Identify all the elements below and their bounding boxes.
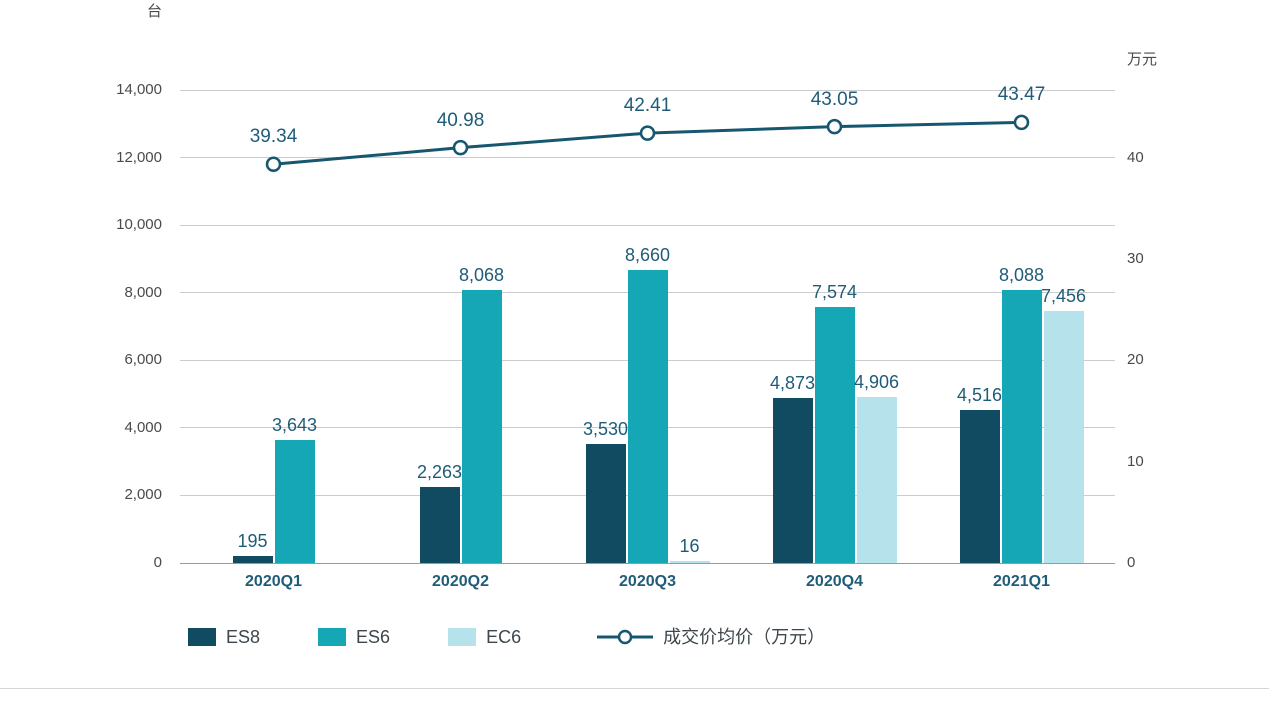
bar-ec6-2020Q3 — [669, 561, 710, 563]
legend-item-ec6: EC6 — [448, 627, 521, 647]
bar-value-label: 16 — [679, 536, 700, 556]
x-axis-label-2020Q4: 2020Q4 — [806, 573, 863, 590]
bar-es6-2020Q3 — [627, 270, 668, 563]
line-value-label: 43.47 — [997, 84, 1046, 106]
y-axis-tick-label-left: 4,000 — [124, 418, 162, 436]
bar-es8-2021Q1 — [959, 410, 1000, 563]
bar-value-label: 8,068 — [458, 265, 505, 286]
line-value-label: 42.41 — [623, 95, 672, 117]
bar-es8-2020Q2 — [419, 486, 460, 563]
bar-value-label: 3,530 — [582, 418, 629, 439]
y-axis-tick-label-left: 2,000 — [124, 486, 162, 504]
bar-value-label: 8,660 — [624, 245, 671, 266]
x-axis-label-2020Q3: 2020Q3 — [619, 573, 676, 590]
bar-value-label: 2,263 — [416, 461, 463, 482]
legend-swatch-es8 — [188, 628, 216, 646]
bar-value-label: 8,088 — [998, 264, 1045, 285]
bar-ec6-2020Q4 — [856, 397, 897, 563]
bar-es8-2020Q1 — [232, 556, 273, 563]
legend-label: ES8 — [226, 627, 261, 647]
y-axis-tick-label-left: 8,000 — [124, 283, 162, 301]
y-axis-tick-label-left: 6,000 — [124, 351, 162, 369]
x-axis-label-2020Q1: 2020Q1 — [245, 573, 302, 590]
bar-value-label: 4,906 — [853, 372, 900, 393]
bar-ec6-2021Q1 — [1043, 311, 1084, 563]
legend-item-avg-price: 成交价均价（万元） — [597, 627, 825, 647]
y-axis-tick-label-left: 14,000 — [116, 81, 162, 98]
bottom-divider — [0, 688, 1269, 689]
line-value-label: 40.98 — [436, 109, 485, 131]
bar-value-label: 7,456 — [1040, 286, 1087, 307]
gridline — [180, 89, 1115, 91]
y-axis-tick-label-right: 0 — [1127, 554, 1136, 571]
bar-value-label: 7,574 — [811, 282, 858, 303]
line-value-label: 43.05 — [810, 88, 859, 110]
legend-swatch-es6 — [318, 628, 347, 646]
bar-es8-2020Q3 — [585, 443, 626, 563]
y-axis-tick-label-left: 0 — [153, 554, 162, 571]
legend-label: ES6 — [356, 627, 391, 647]
gridline — [180, 157, 1115, 159]
bar-es6-2020Q4 — [814, 307, 855, 563]
legend-item-es6: ES6 — [318, 627, 390, 647]
x-axis-line — [180, 562, 1115, 564]
y-axis-tick-label-left: 10,000 — [116, 216, 162, 234]
y-axis-tick-label-right: 30 — [1127, 249, 1144, 267]
line-marker — [639, 125, 656, 141]
y-axis-tick-label-right: 40 — [1127, 148, 1144, 166]
line-marker — [1013, 114, 1030, 131]
legend-label: EC6 — [486, 627, 522, 647]
y-axis-tick-label-left: 12,000 — [116, 148, 162, 166]
line-marker — [452, 139, 469, 156]
legend-label: 成交价均价（万元） — [663, 627, 826, 647]
chart-legend: ES8 ES6 EC6 成交价均价（万元） — [188, 627, 825, 647]
bar-value-label: 4,516 — [956, 385, 1003, 406]
y-axis-tick-label-right: 20 — [1127, 351, 1144, 369]
left-axis-unit-label: 台 — [146, 3, 162, 20]
legend-line-marker-icon — [597, 629, 654, 645]
line-marker — [265, 156, 282, 173]
bar-es8-2020Q4 — [772, 398, 813, 563]
right-axis-unit-label: 万元 — [1127, 51, 1158, 68]
bar-es6-2020Q1 — [274, 439, 315, 563]
y-axis-tick-label-right: 10 — [1127, 452, 1144, 470]
bar-value-label: 3,643 — [271, 414, 318, 435]
line-marker — [826, 118, 843, 135]
bar-value-label: 4,873 — [769, 373, 816, 394]
bar-value-label: 195 — [237, 531, 268, 552]
avg-price-line-layer — [265, 114, 1030, 173]
legend-swatch-ec6 — [448, 628, 477, 646]
gridline — [180, 224, 1115, 226]
line-value-label: 39.34 — [249, 126, 298, 148]
legend-item-es8: ES8 — [188, 627, 260, 647]
bar-es6-2020Q2 — [461, 290, 502, 563]
x-axis-label-2021Q1: 2021Q1 — [993, 573, 1050, 590]
bar-es6-2021Q1 — [1001, 289, 1042, 563]
x-axis-label-2020Q2: 2020Q2 — [432, 573, 489, 590]
